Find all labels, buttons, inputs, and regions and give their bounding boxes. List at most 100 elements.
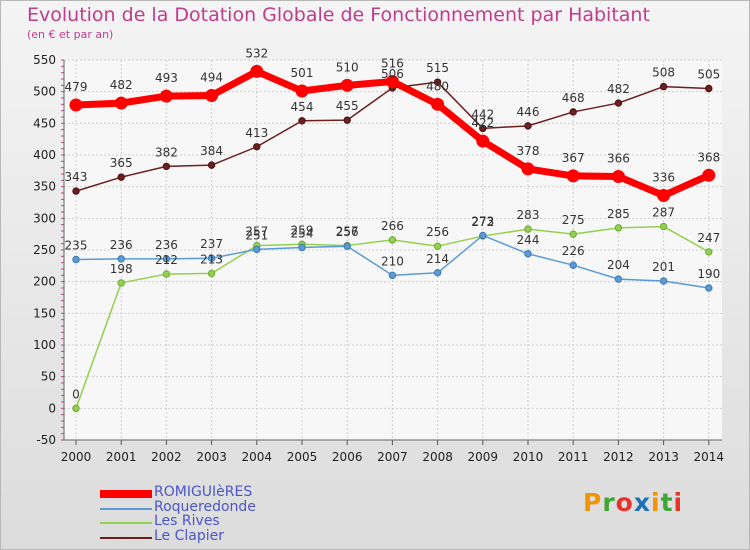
x-tick-label: 2010 <box>513 450 544 464</box>
data-point-les-rives <box>117 279 125 287</box>
data-label-romiguieres: 368 <box>697 150 720 164</box>
data-label-les-rives: 259 <box>291 223 314 237</box>
data-point-romiguieres <box>431 97 445 111</box>
data-label-romiguieres: 494 <box>200 70 223 84</box>
data-label-les-rives: 285 <box>607 207 630 221</box>
data-point-le-clapier <box>162 162 171 171</box>
data-label-roqueredonde: 236 <box>155 238 178 252</box>
data-point-romiguieres <box>657 189 671 203</box>
data-point-romiguieres <box>295 84 309 98</box>
data-label-les-rives: 275 <box>562 213 585 227</box>
data-label-les-rives: 287 <box>652 206 675 220</box>
data-label-le-clapier: 506 <box>381 67 404 81</box>
legend-swatch-les-rives <box>100 522 152 524</box>
data-point-les-rives <box>72 404 80 413</box>
logo-letter: o <box>615 488 634 517</box>
data-label-romiguieres: 493 <box>155 71 178 85</box>
data-point-romiguieres <box>611 170 625 184</box>
data-point-romiguieres <box>385 75 399 89</box>
data-point-le-clapier <box>479 124 487 133</box>
data-label-le-clapier: 413 <box>245 126 268 140</box>
data-label-le-clapier: 482 <box>607 82 630 96</box>
data-label-les-rives: 0 <box>72 387 80 401</box>
data-point-le-clapier <box>659 82 668 91</box>
x-tick-label: 2005 <box>287 450 318 464</box>
y-tick-label: 150 <box>33 306 56 320</box>
data-point-roqueredonde <box>343 242 351 250</box>
data-point-le-clapier <box>253 143 261 151</box>
logo-letter: P <box>583 488 603 517</box>
data-point-romiguieres <box>205 88 219 102</box>
data-label-les-rives: 198 <box>110 262 133 276</box>
data-point-roqueredonde <box>253 245 261 254</box>
data-label-romiguieres: 501 <box>291 66 314 80</box>
data-label-roqueredonde: 201 <box>652 260 675 274</box>
data-point-le-clapier <box>72 187 80 195</box>
x-tick-label: 2011 <box>558 450 589 464</box>
y-tick-label: 250 <box>33 243 56 257</box>
data-label-le-clapier: 365 <box>110 156 133 170</box>
data-label-les-rives: 212 <box>155 253 178 267</box>
x-tick-label: 2007 <box>377 450 408 464</box>
data-label-romiguieres: 482 <box>110 78 133 92</box>
data-point-le-clapier <box>117 173 125 181</box>
legend-label-roqueredonde: Roqueredonde <box>154 498 256 515</box>
data-label-romiguieres: 480 <box>426 79 449 93</box>
y-tick-label: 300 <box>33 211 56 225</box>
chart-title: Evolution de la Dotation Globale de Fonc… <box>27 4 650 26</box>
data-label-le-clapier: 508 <box>652 66 675 80</box>
data-point-le-clapier <box>433 78 442 86</box>
x-tick-label: 2008 <box>422 450 453 464</box>
data-label-les-rives: 283 <box>517 208 540 222</box>
x-tick-label: 2001 <box>106 450 137 464</box>
data-label-le-clapier: 384 <box>200 144 223 158</box>
logo-letter: x <box>633 488 651 517</box>
data-label-roqueredonde: 236 <box>110 238 133 252</box>
chart-subtitle: (en € et par an) <box>27 28 114 41</box>
data-label-roqueredonde: 204 <box>607 258 630 272</box>
logo-letter: t <box>660 488 674 517</box>
data-point-les-rives <box>705 248 713 256</box>
logo-letter: r <box>602 488 616 517</box>
data-point-romiguieres <box>69 98 83 112</box>
data-point-le-clapier <box>207 161 216 169</box>
data-label-les-rives: 247 <box>697 231 720 245</box>
data-point-romiguieres <box>114 96 128 110</box>
y-tick-label: 50 <box>41 370 56 384</box>
data-label-romiguieres: 510 <box>336 60 359 74</box>
data-point-roqueredonde <box>162 255 171 263</box>
legend-swatch-le-clapier <box>100 536 152 539</box>
data-point-roqueredonde <box>614 275 623 283</box>
data-point-romiguieres <box>521 162 535 176</box>
legend-label-les-rives: Les Rives <box>154 513 220 529</box>
data-point-romiguieres <box>702 168 716 182</box>
data-label-roqueredonde: 237 <box>200 237 223 251</box>
data-point-les-rives <box>614 224 623 232</box>
data-label-roqueredonde: 226 <box>562 244 585 258</box>
data-label-romiguieres: 336 <box>652 171 675 185</box>
legend-swatch-roqueredonde <box>100 507 152 510</box>
y-tick-label: 350 <box>33 180 56 194</box>
data-point-le-clapier <box>298 117 306 125</box>
data-label-romiguieres: 532 <box>245 46 268 60</box>
data-point-roqueredonde <box>433 269 442 277</box>
x-tick-label: 2003 <box>196 450 227 464</box>
y-tick-label: 100 <box>33 338 56 352</box>
data-point-roqueredonde <box>705 284 713 292</box>
x-tick-label: 2013 <box>648 450 679 464</box>
data-label-romiguieres: 422 <box>471 116 494 130</box>
data-point-le-clapier <box>343 116 351 124</box>
data-label-romiguieres: 516 <box>381 57 404 71</box>
y-tick-label: 450 <box>33 116 56 130</box>
data-point-roqueredonde <box>569 261 577 269</box>
data-point-roqueredonde <box>388 271 397 280</box>
data-point-les-rives <box>207 269 216 278</box>
data-point-roqueredonde <box>524 250 532 258</box>
data-point-le-clapier <box>524 122 532 130</box>
data-point-le-clapier <box>614 99 623 107</box>
legend-label-le-clapier: Le Clapier <box>154 527 225 544</box>
data-label-les-rives: 256 <box>426 225 449 239</box>
data-label-romiguieres: 366 <box>607 152 630 166</box>
proxiti-logo: Proxiti <box>583 488 683 517</box>
